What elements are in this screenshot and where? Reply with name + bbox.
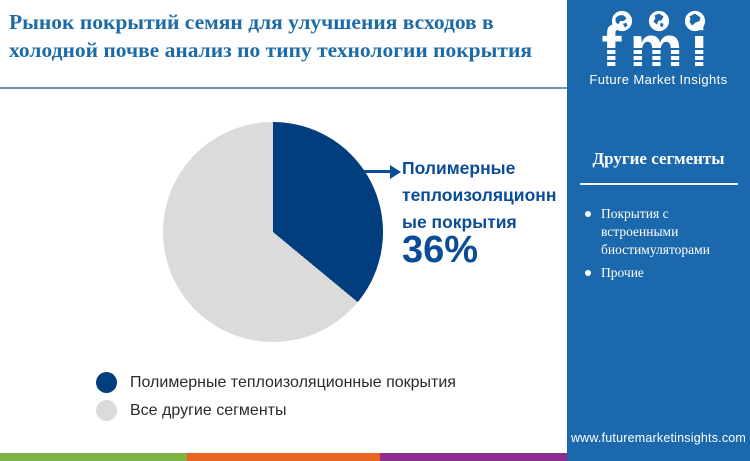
logo-globes bbox=[611, 10, 706, 32]
legend-dot-icon bbox=[96, 372, 117, 393]
chart-legend: Полимерные теплоизоляционные покрытия Вс… bbox=[96, 372, 456, 428]
callout-label-line: Полимерные bbox=[402, 158, 516, 178]
sidebar-bullet-item: Прочие bbox=[583, 264, 709, 282]
title-separator bbox=[0, 87, 567, 89]
footer-color-bar bbox=[0, 453, 567, 461]
footer-stripe bbox=[380, 453, 567, 461]
logo-brand-text: fmi bbox=[601, 14, 716, 81]
pie-chart bbox=[163, 122, 383, 342]
bullet-text: Покрытия с встроенными биостимуляторами bbox=[601, 206, 710, 257]
sidebar-heading: Другие сегменты bbox=[592, 149, 725, 168]
bullet-icon bbox=[585, 211, 591, 217]
americas-globe-icon bbox=[611, 10, 633, 32]
fmi-logo: fmi Future Market Insights bbox=[571, 8, 746, 88]
callout-label-line: теплоизоляционн bbox=[402, 185, 557, 205]
legend-item: Полимерные теплоизоляционные покрытия bbox=[96, 372, 456, 393]
callout-label-line: ые покрытия bbox=[402, 212, 517, 232]
bullet-text: Прочие bbox=[601, 265, 644, 280]
bullet-icon bbox=[585, 270, 591, 276]
sidebar-bullet-item: Покрытия с встроенными биостимуляторами bbox=[583, 205, 710, 259]
logo-tagline: Future Market Insights bbox=[589, 72, 728, 87]
arrow-right-icon bbox=[390, 164, 401, 179]
footer-stripe bbox=[0, 453, 187, 461]
callout-arrow-line bbox=[364, 170, 391, 173]
legend-label: Все другие сегменты bbox=[130, 402, 287, 419]
asia-globe-icon bbox=[684, 10, 706, 32]
europe-globe-icon bbox=[648, 10, 670, 32]
page-title: Рынок покрытий семян для улучшения всход… bbox=[9, 10, 532, 62]
callout-label: Полимерные теплоизоляционн ые покрытия bbox=[402, 155, 567, 236]
sidebar-bullet-list: Покрытия с встроенными биостимуляторами … bbox=[583, 205, 710, 287]
legend-label: Полимерные теплоизоляционные покрытия bbox=[130, 374, 456, 391]
legend-dot-icon bbox=[96, 400, 117, 421]
footer-stripe bbox=[187, 453, 380, 461]
website-link[interactable]: www.futuremarketinsights.com bbox=[570, 431, 747, 445]
legend-item: Все другие сегменты bbox=[96, 400, 456, 421]
sidebar: fmi Future Market Insights Другие сегмен… bbox=[567, 0, 750, 461]
sidebar-heading-rule bbox=[580, 183, 738, 185]
callout-value: 36% bbox=[402, 229, 479, 271]
